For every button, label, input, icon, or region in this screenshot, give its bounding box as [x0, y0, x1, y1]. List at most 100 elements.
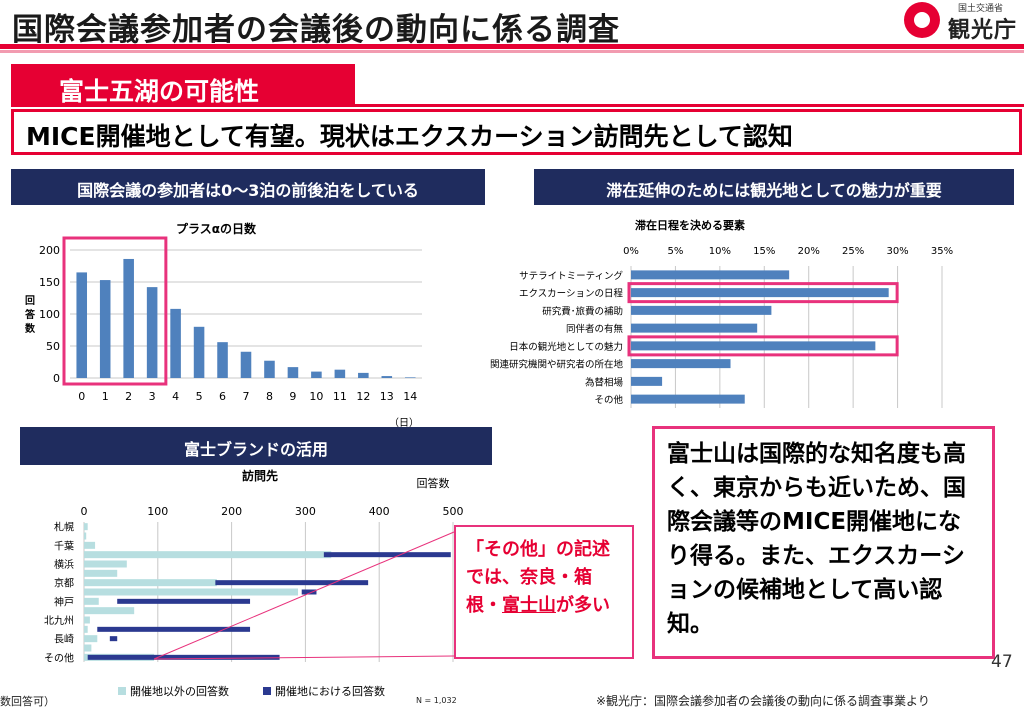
x-tick-label: 5 [196, 390, 203, 403]
x-tick-label: 4 [172, 390, 179, 403]
bar-non-host [84, 560, 127, 568]
x-tick-label: 10% [709, 246, 731, 257]
y-axis-label: 答 [24, 308, 36, 321]
section-tag: 富士五湖の可能性 [11, 64, 355, 106]
bar [631, 359, 731, 369]
bar-non-host [84, 532, 87, 540]
bar [631, 323, 758, 333]
source-note: ※観光庁：国際会議参加者の会議後の動向に係る調査事業より [596, 694, 930, 708]
category-label: サテライトミーティング [519, 270, 623, 282]
x-tick-label: 0% [623, 246, 639, 257]
bar-non-host [84, 541, 96, 549]
logo-mark-icon [904, 2, 940, 38]
x-tick-label: 20% [798, 246, 820, 257]
bar [311, 371, 322, 378]
category-label: 日本の観光地としての魅力 [509, 341, 623, 353]
x-tick-label: 6 [219, 390, 226, 403]
x-tick-label: 0 [78, 390, 85, 403]
bar [404, 377, 416, 378]
bar [631, 394, 745, 404]
category-label: その他 [594, 394, 623, 406]
y-tick-label: 50 [46, 340, 60, 353]
category-label: その他 [44, 651, 74, 664]
bar-non-host [84, 616, 90, 624]
category-label: 北九州 [44, 615, 74, 627]
x-tick-label: 7 [243, 390, 250, 403]
y-axis-label: 数 [25, 322, 36, 335]
x-axis-label: 回答数 [417, 476, 450, 490]
y-axis-label: 回 [25, 295, 35, 307]
highlight-box [62, 236, 168, 386]
bar-non-host [84, 644, 92, 652]
chart-stay-factors: 滞在日程を決める要素 0% 5% 10% 15% 20% 25% 30% 35% サテライトミーテ… [490, 218, 953, 408]
y-tick-label: 150 [39, 276, 60, 289]
x-tick-label: 14 [403, 390, 417, 403]
bar-non-host [84, 597, 99, 605]
bar [631, 270, 790, 280]
page-number: 47 [991, 652, 1013, 672]
bar [631, 288, 889, 298]
x-tick-label: 2 [125, 390, 132, 403]
bar [631, 376, 663, 386]
sample-size: N = 1,032 [416, 696, 457, 705]
bar [76, 272, 88, 378]
logo-agency-text: 観光庁 [948, 18, 1018, 43]
bar-host [117, 598, 251, 604]
bar [264, 360, 275, 378]
logo-ministry-text: 国土交通省 [958, 4, 1004, 14]
chart-title: プラスαの日数 [176, 221, 257, 236]
bar-non-host [84, 635, 98, 643]
category-label: 長崎 [54, 633, 74, 646]
category-label: 同伴者の有無 [566, 323, 624, 335]
bar-non-host [84, 625, 88, 633]
bar-non-host [84, 607, 135, 615]
bar [358, 372, 369, 378]
bar [381, 376, 393, 378]
x-tick-label: 12 [356, 390, 370, 403]
footnote-left: 数回答可） [0, 695, 55, 708]
bar-non-host [84, 579, 217, 587]
chart-title: 滞在日程を決める要素 [635, 218, 745, 232]
highlight-box [627, 335, 899, 357]
legend-swatch [118, 687, 126, 695]
category-label: 神戸 [54, 595, 74, 608]
bar-non-host [84, 569, 118, 577]
bar-host [109, 636, 118, 642]
callout-leader-line [153, 655, 455, 660]
bar-host [323, 552, 451, 558]
callout-leader-line [153, 531, 455, 660]
bar [99, 280, 111, 378]
title-rule-accent [0, 50, 1024, 53]
x-tick-label: 13 [380, 390, 394, 403]
bar [631, 305, 772, 315]
section-rule [11, 104, 1024, 107]
x-tick-label: 200 [221, 505, 242, 518]
callout-summary: 富士山は国際的な知名度も高く、東京からも近いため、国際会議等のMICE開催地にな… [652, 426, 995, 659]
header-stay-factors: 滞在延伸のためには観光地としての魅力が重要 [534, 169, 1014, 205]
y-tick-label: 0 [53, 372, 60, 385]
category-label: エクスカーションの日程 [519, 289, 624, 300]
bar-non-host [84, 588, 299, 596]
x-tick-label: 8 [266, 390, 273, 403]
agency-logo: 国土交通省 観光庁 [904, 0, 1022, 43]
headline: MICE開催地として有望。現状はエクスカーション訪問先として認知 [11, 109, 1022, 155]
category-label: 関連研究機関や研究者の所在地 [490, 359, 624, 371]
bar [287, 367, 299, 378]
x-tick-label: 30% [886, 246, 908, 257]
bar-host [215, 580, 369, 586]
x-tick-label: 11 [333, 390, 347, 403]
x-tick-label: 35% [931, 246, 953, 257]
callout-other-text-end: が多い [556, 595, 610, 616]
slide-title: 国際会議参加者の会議後の動向に係る調査 [12, 12, 620, 48]
bar [217, 342, 228, 378]
legend-label: 開催地以外の回答数 [130, 684, 229, 698]
x-axis-label: （日） [389, 417, 419, 429]
x-tick-label: 0 [81, 505, 88, 518]
bar-host [97, 626, 251, 632]
title-rule [0, 44, 1024, 49]
bar [240, 351, 252, 378]
callout-other-text: 「その他」の記述では、奈良・箱根・ [466, 539, 610, 616]
x-tick-label: 9 [289, 390, 296, 403]
